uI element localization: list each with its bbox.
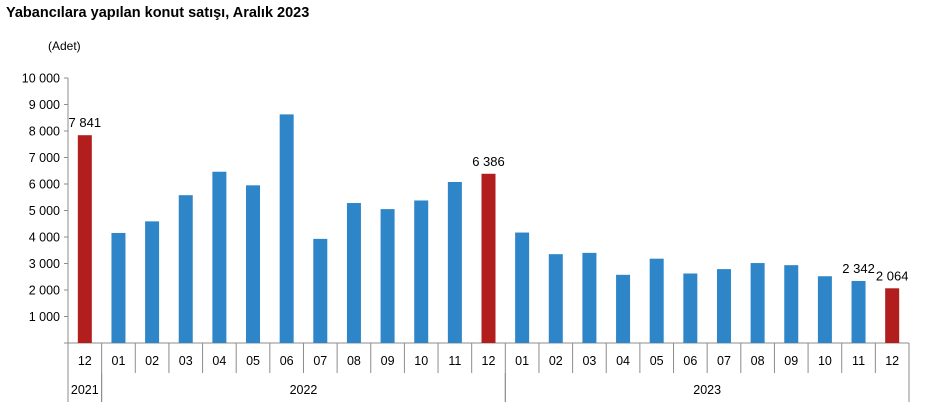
x-tick-label: 10 <box>414 354 428 368</box>
bar <box>77 135 92 343</box>
x-tick-label: 05 <box>246 354 260 368</box>
bar <box>380 209 395 343</box>
x-tick-label: 01 <box>112 354 126 368</box>
x-tick-label: 07 <box>717 354 731 368</box>
x-tick-label: 10 <box>818 354 832 368</box>
year-label: 2022 <box>290 383 318 397</box>
bar <box>111 232 126 343</box>
x-tick-label: 12 <box>885 354 899 368</box>
x-tick-label: 03 <box>179 354 193 368</box>
bar <box>515 232 530 343</box>
year-label: 2021 <box>71 383 99 397</box>
bar <box>313 238 328 343</box>
bar <box>279 114 294 344</box>
x-tick-label: 07 <box>313 354 327 368</box>
x-tick-label: 11 <box>852 354 865 368</box>
bar <box>616 274 631 343</box>
x-tick-label: 01 <box>515 354 529 368</box>
y-axis-label: (Adet) <box>48 39 81 53</box>
bar <box>649 258 664 343</box>
x-tick-label: 11 <box>448 354 461 368</box>
data-label: 6 386 <box>472 154 505 169</box>
data-label: 2 064 <box>876 268 909 283</box>
y-tick-label: 4 000 <box>29 231 60 245</box>
x-tick-label: 06 <box>280 354 294 368</box>
chart-title: Yabancılara yapılan konut satışı, Aralık… <box>6 5 310 21</box>
bar <box>178 195 193 343</box>
x-tick-label: 02 <box>549 354 563 368</box>
year-label: 2023 <box>693 383 721 397</box>
bar <box>784 265 799 343</box>
bar <box>212 171 227 343</box>
x-tick-label: 09 <box>381 354 395 368</box>
bar <box>414 200 429 343</box>
x-tick-label: 08 <box>751 354 765 368</box>
bar <box>817 276 832 343</box>
y-tick-label: 6 000 <box>29 178 60 192</box>
bar <box>246 185 261 343</box>
bar <box>716 269 731 343</box>
y-tick-label: 7 000 <box>29 151 60 165</box>
bar <box>582 252 597 343</box>
x-tick-label: 12 <box>482 354 496 368</box>
y-tick-label: 8 000 <box>29 125 60 139</box>
bar <box>447 181 462 343</box>
x-tick-label: 08 <box>347 354 361 368</box>
y-tick-label: 9 000 <box>29 98 60 112</box>
y-tick-label: 10 000 <box>22 72 60 86</box>
bar <box>750 263 765 343</box>
x-tick-label: 02 <box>145 354 159 368</box>
bar <box>145 221 160 343</box>
bar <box>851 280 866 343</box>
data-label: 2 342 <box>842 261 875 276</box>
x-tick-label: 03 <box>582 354 596 368</box>
y-tick-label: 2 000 <box>29 284 60 298</box>
x-tick-label: 04 <box>616 354 630 368</box>
y-tick-label: 5 000 <box>29 204 60 218</box>
bar <box>481 173 496 343</box>
bar <box>683 273 698 343</box>
x-tick-label: 12 <box>78 354 92 368</box>
y-tick-label: 1 000 <box>29 310 60 324</box>
y-tick-label: 3 000 <box>29 257 60 271</box>
x-tick-label: 05 <box>650 354 664 368</box>
data-label: 7 841 <box>69 115 102 130</box>
bar <box>548 254 563 343</box>
bar <box>885 288 900 343</box>
x-tick-label: 06 <box>683 354 697 368</box>
bar <box>346 203 361 343</box>
x-tick-label: 04 <box>212 354 226 368</box>
x-tick-label: 09 <box>784 354 798 368</box>
